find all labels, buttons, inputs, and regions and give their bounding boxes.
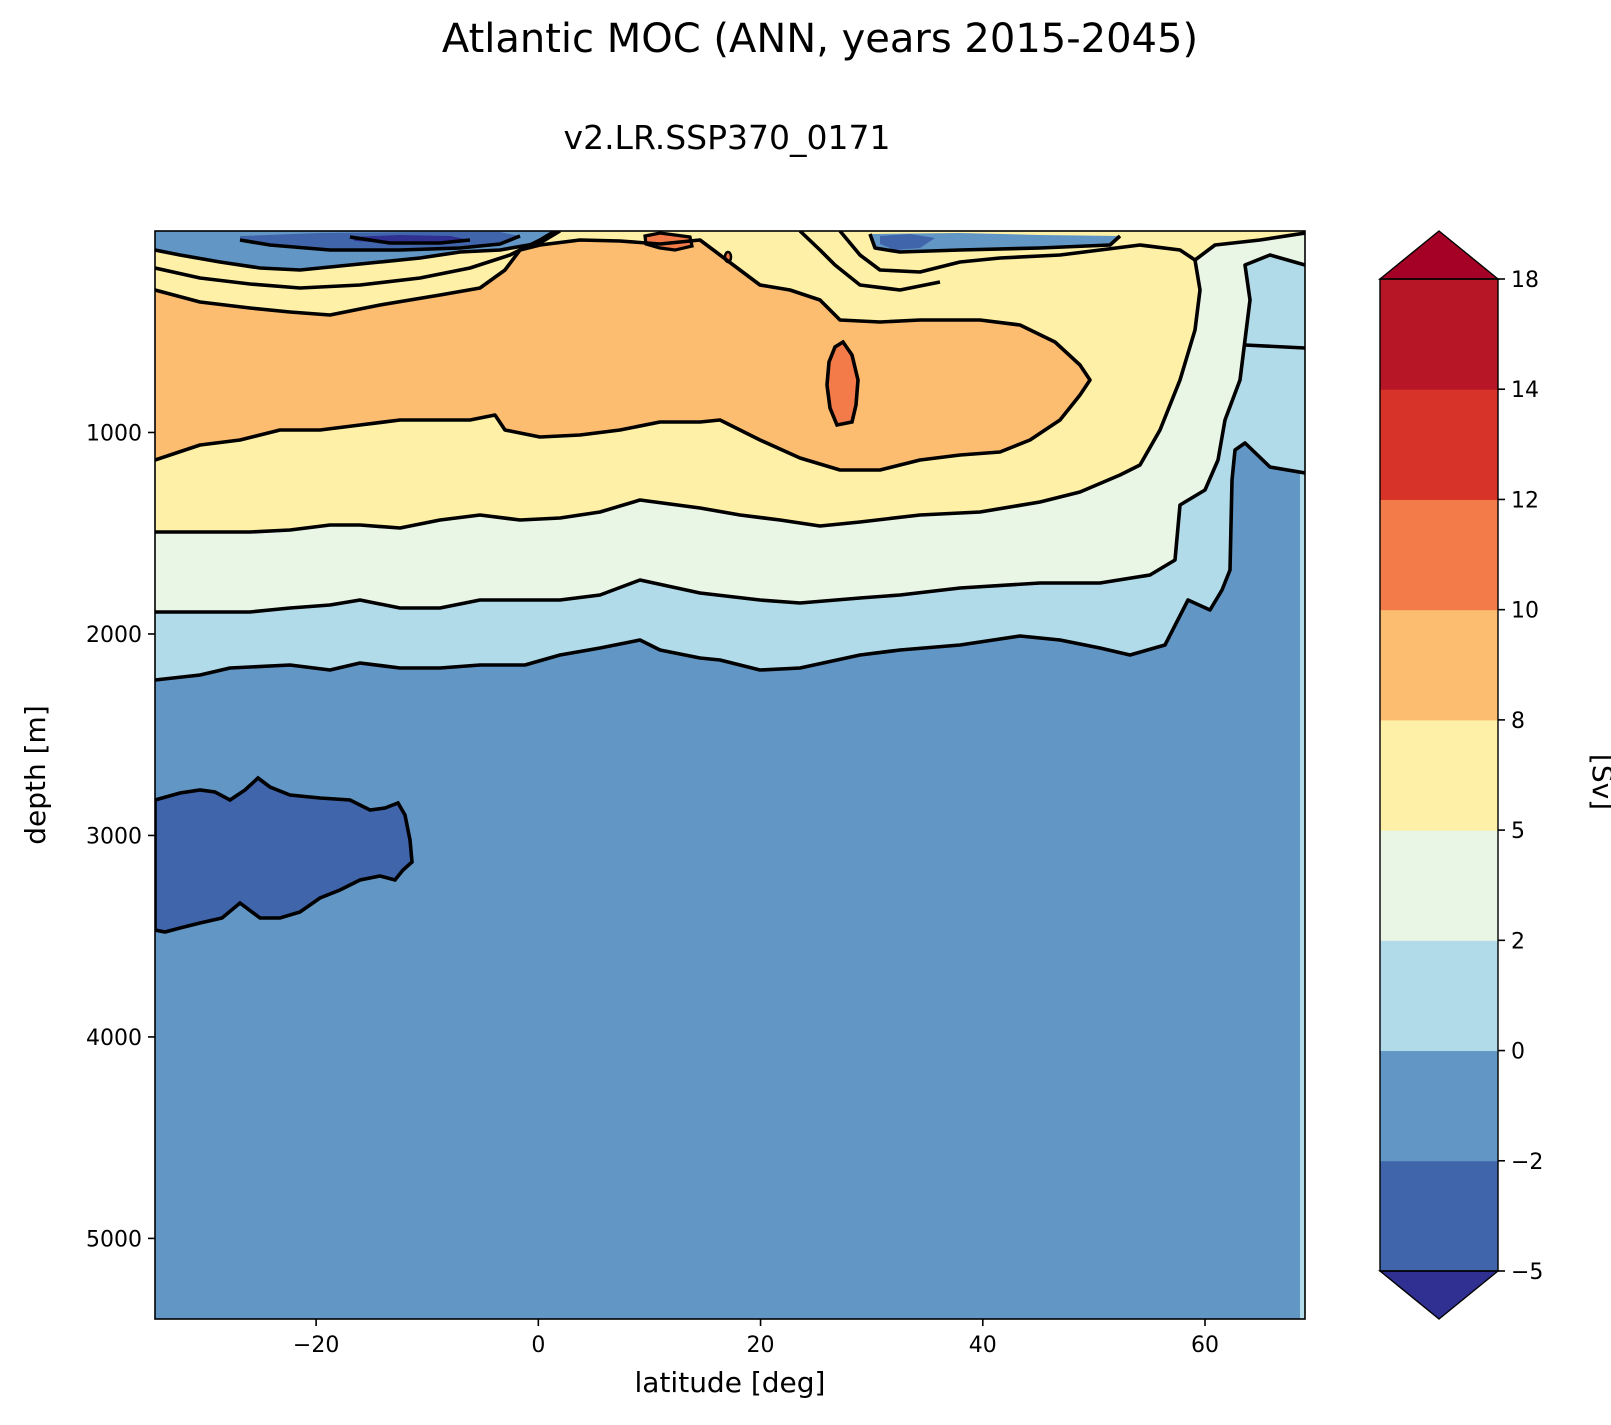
plot-area (155, 231, 1305, 1319)
y-tick-label: 4000 (86, 1026, 142, 1051)
fill-level-neg5-neg2-abyssal (155, 775, 414, 934)
colorbar-frame (1379, 278, 1499, 1272)
colorbar-extend-bottom (1378, 1270, 1500, 1320)
x-tick-label: 0 (531, 1333, 545, 1358)
fill-level-neg5-neg2-north (880, 234, 935, 250)
x-tick-label: 40 (969, 1333, 997, 1358)
colorbar-segment (1380, 279, 1498, 390)
colorbar-segment (1380, 389, 1498, 500)
contour-north-1 (838, 231, 1196, 274)
colorbar-tick-label: 10 (1511, 599, 1539, 624)
colorbar-segment (1380, 499, 1498, 611)
x-tick-label: −20 (293, 1333, 339, 1358)
colorbar: −5 −2 0 2 5 8 10 12 14 18 (1378, 230, 1543, 1320)
contour-2 (155, 253, 1305, 614)
contour-upper-4 (349, 235, 471, 245)
fill-level-8-10 (155, 240, 1090, 470)
colorbar-label: [Sv] (1586, 754, 1611, 810)
y-axis-label: depth [m] (19, 705, 52, 845)
contour-upper-2 (155, 231, 556, 290)
x-axis: −20 0 20 40 60 (293, 1319, 1219, 1358)
x-tick-label: 60 (1191, 1333, 1219, 1358)
y-tick-label: 2000 (86, 623, 142, 648)
colorbar-tick-label: 14 (1511, 378, 1539, 403)
fill-level-neg2-0-north (872, 233, 1120, 252)
colorbar-tick-label: 18 (1511, 268, 1539, 293)
y-tick-label: 5000 (86, 1227, 142, 1252)
contour-8 (155, 238, 1092, 472)
colorbar-segment (1380, 719, 1498, 831)
colorbar-tick-label: −5 (1511, 1260, 1543, 1285)
colorbar-segment (1380, 830, 1498, 941)
y-tick-label: 3000 (86, 824, 142, 849)
colorbar-tick-label: 0 (1511, 1040, 1525, 1065)
colorbar-tick-label: 8 (1511, 709, 1525, 734)
contour-lines (155, 231, 1305, 682)
colorbar-tick-label: 12 (1511, 488, 1539, 513)
contour-0 (155, 441, 1305, 682)
colorbar-extend-top (1378, 230, 1500, 280)
y-tick-label: 1000 (86, 421, 142, 446)
fill-level-10-12-core (825, 339, 860, 428)
contour-deep-right (1244, 343, 1305, 350)
chart-subtitle: v2.LR.SSP370_0171 (564, 118, 891, 157)
y-axis: 1000 2000 3000 4000 5000 (86, 421, 155, 1252)
x-tick-label: 20 (747, 1333, 775, 1358)
x-axis-label: latitude [deg] (635, 1366, 826, 1399)
contour-north-3 (798, 231, 941, 292)
colorbar-segment (1380, 1050, 1498, 1162)
contour-upper-3 (239, 234, 521, 252)
contour-upper-1 (155, 231, 561, 272)
plot-frame (154, 230, 1306, 1320)
contour-5 (155, 231, 1305, 534)
colorbar-tick-label: 2 (1511, 929, 1525, 954)
colorbar-segment (1380, 1160, 1498, 1272)
chart-title: Atlantic MOC (ANN, years 2015-2045) (442, 16, 1198, 62)
colorbar-segment (1380, 609, 1498, 721)
contour-north-2 (868, 233, 1122, 254)
colorbar-tick-label: −2 (1511, 1150, 1543, 1175)
colorbar-tick-label: 5 (1511, 819, 1525, 844)
colorbar-segment (1380, 940, 1498, 1052)
